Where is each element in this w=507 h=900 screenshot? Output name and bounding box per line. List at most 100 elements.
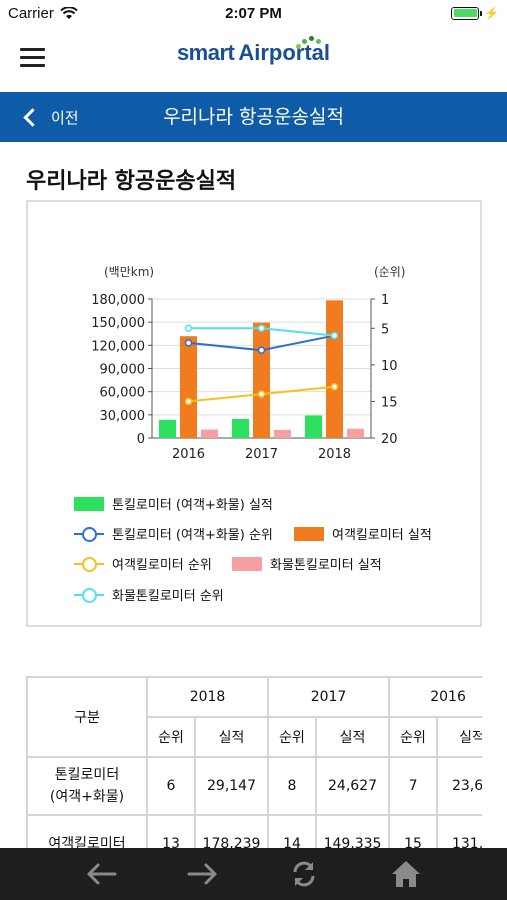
title-bar-title: 우리나라 항공운송실적 — [163, 106, 344, 128]
y-axis-label: (백만km) — [104, 265, 154, 279]
table-cell: 131,8 — [436, 814, 482, 848]
bar — [326, 300, 343, 438]
header-rank: 순위 — [146, 716, 196, 758]
row-label-line: 톤킬로미터 — [54, 767, 120, 783]
y2-tick-label: 10 — [381, 359, 398, 374]
series-point — [184, 324, 193, 333]
forward-nav-button[interactable] — [183, 854, 223, 894]
bottom-nav — [0, 848, 507, 900]
logo-air: Air — [238, 40, 269, 65]
header-value: 실적 — [315, 716, 391, 758]
header-year: 2018 — [145, 676, 270, 718]
series-point — [184, 339, 193, 347]
table-cell: 29,147 — [193, 756, 270, 816]
carrier: Carrier — [8, 5, 78, 22]
bar — [305, 415, 322, 438]
x-tick-label: 2017 — [245, 447, 278, 462]
legend-item-ton-bar: 톤킬로미터 (여객+화물) 실적 — [74, 494, 273, 513]
data-table-scroll[interactable]: 구분 2018 2017 2016 순위 실적 순위 실적 순위 실적 톤킬로미… — [26, 676, 482, 848]
table-cell: 8 — [267, 756, 318, 816]
charging-icon: ⚡ — [484, 6, 499, 20]
legend-swatch — [74, 496, 104, 511]
row-label: 톤킬로미터 (여객+화물) — [26, 756, 148, 816]
table-cell: 178,239 — [193, 814, 270, 848]
series-point — [330, 383, 339, 391]
y2-axis-label: (순위) — [374, 265, 405, 279]
bar — [159, 419, 176, 438]
table-row: 톤킬로미터 (여객+화물) 6 29,147 8 24,627 7 23,61 — [26, 756, 482, 816]
header-rank: 순위 — [267, 716, 318, 758]
y-tick-label: 60,000 — [100, 386, 146, 401]
legend-label: 화물톤킬로미터 순위 — [112, 589, 224, 604]
y2-tick-label: 15 — [381, 395, 398, 410]
refresh-icon — [293, 861, 315, 887]
smart-airportal-logo[interactable]: smart Airportal — [0, 36, 507, 66]
row-label-line: 여객킬로미터 — [48, 836, 126, 848]
bar — [180, 336, 197, 438]
back-nav-button[interactable] — [81, 854, 121, 894]
refresh-button[interactable] — [284, 854, 324, 894]
legend-swatch — [74, 556, 104, 572]
table-cell: 7 — [388, 756, 439, 816]
legend-label: 여객킬로미터 실적 — [332, 528, 432, 543]
wifi-icon — [60, 7, 78, 19]
row-label: 여객킬로미터 — [26, 814, 148, 848]
bar — [201, 429, 218, 438]
page-title: 우리나라 항공운송실적 — [26, 169, 237, 194]
legend-label: 톤킬로미터 (여객+화물) 순위 — [112, 528, 273, 543]
arrow-right-icon — [187, 863, 217, 885]
data-table: 구분 2018 2017 2016 순위 실적 순위 실적 순위 실적 톤킬로미… — [26, 676, 482, 848]
title-bar: 우리나라 항공운송실적 이전 — [0, 92, 507, 142]
y2-tick-label: 20 — [381, 432, 398, 447]
y2-tick-label: 5 — [381, 322, 389, 337]
legend-label: 화물톤킬로미터 실적 — [270, 558, 382, 573]
table-cell: 149,335 — [315, 814, 391, 848]
legend-swatch — [74, 587, 104, 603]
table-cell: 24,627 — [315, 756, 391, 816]
header-year: 2016 — [388, 676, 482, 718]
y-tick-label: 0 — [137, 432, 145, 447]
home-button[interactable] — [386, 854, 426, 894]
header-value: 실적 — [436, 716, 482, 758]
series-point — [330, 331, 339, 340]
back-label: 이전 — [51, 108, 79, 127]
legend-item-cargo-rank: 화물톤킬로미터 순위 — [74, 585, 224, 604]
bar — [274, 429, 291, 438]
app-header: smart Airportal — [0, 28, 507, 92]
table-cell: 14 — [267, 814, 318, 848]
y-tick-label: 90,000 — [100, 363, 146, 378]
table-cell: 6 — [146, 756, 196, 816]
menu-icon[interactable] — [20, 48, 45, 68]
chart-card: (백만km) (순위) 0 30,000 60,000 90,000 120,000 150,… — [26, 200, 482, 627]
bar — [347, 428, 364, 438]
carrier-label: Carrier — [8, 5, 54, 22]
table-row: 여객킬로미터 13 178,239 14 149,335 15 131,8 — [26, 814, 482, 848]
y-tick-label: 180,000 — [91, 293, 145, 308]
legend-label: 여객킬로미터 순위 — [112, 558, 212, 573]
y-tick-label: 150,000 — [91, 316, 145, 331]
x-tick-label: 2016 — [172, 447, 205, 462]
chart: (백만km) (순위) 0 30,000 60,000 90,000 120,000 150,… — [91, 265, 405, 462]
header-value: 실적 — [193, 716, 270, 758]
series-point — [257, 390, 266, 398]
home-icon — [392, 861, 421, 887]
row-label-line: (여객+화물) — [49, 789, 125, 805]
legend-item-ton-rank: 톤킬로미터 (여객+화물) 순위 — [74, 524, 273, 543]
clock: 2:07 PM — [225, 5, 282, 22]
legend-swatch — [74, 526, 104, 542]
header-year: 2017 — [267, 676, 391, 718]
x-tick-label: 2018 — [318, 447, 351, 462]
logo-smart: smart — [176, 40, 235, 65]
header-category: 구분 — [26, 676, 148, 758]
legend-label: 톤킬로미터 (여객+화물) 실적 — [112, 498, 273, 513]
arrow-left-icon — [87, 863, 117, 885]
table-cell: 13 — [146, 814, 196, 848]
series-point — [257, 324, 266, 333]
back-button[interactable]: 이전 — [20, 92, 79, 142]
legend-swatch — [294, 526, 324, 541]
y-tick-label: 120,000 — [91, 339, 145, 354]
bar — [232, 418, 249, 438]
y-tick-label: 30,000 — [100, 409, 146, 424]
legend-item-cargo-bar: 화물톤킬로미터 실적 — [232, 554, 382, 573]
legend-item-passenger-rank: 여객킬로미터 순위 — [74, 554, 212, 573]
